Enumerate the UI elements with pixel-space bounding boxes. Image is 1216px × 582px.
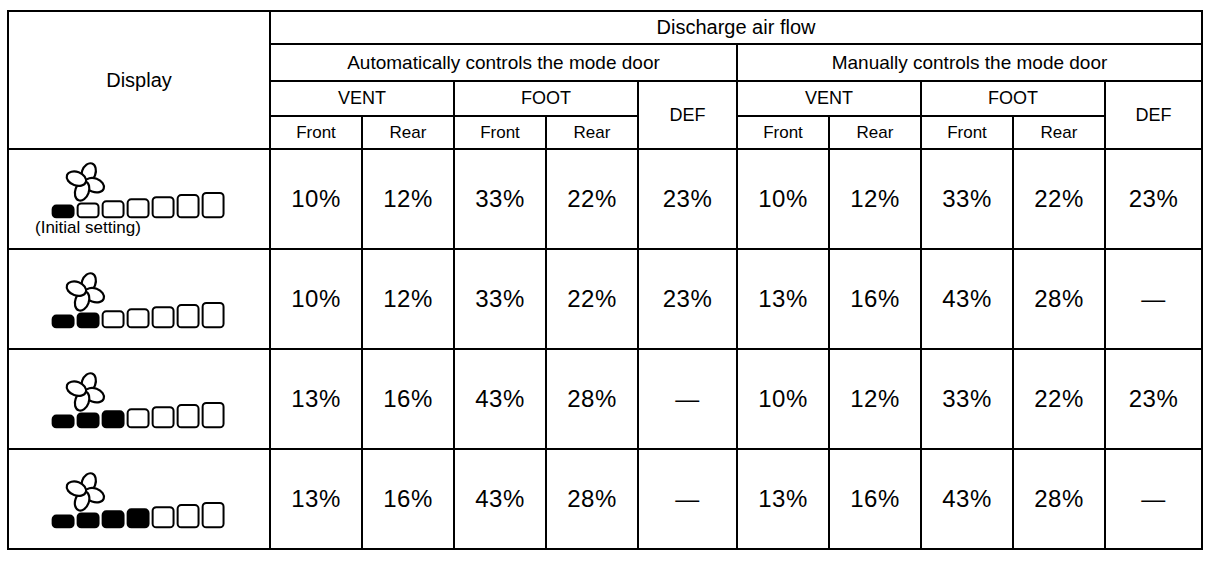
value-cell: 28%	[1013, 449, 1105, 549]
value-cell: 22%	[546, 249, 638, 349]
value-cell: 10%	[270, 249, 362, 349]
value-cell: 12%	[362, 249, 454, 349]
initial-setting-note: (Initial setting)	[35, 218, 141, 238]
value-cell: 33%	[454, 249, 546, 349]
value-cell: —	[638, 349, 737, 449]
value-cell: 43%	[921, 249, 1013, 349]
value-cell: —	[1105, 449, 1202, 549]
value-cell: 33%	[921, 349, 1013, 449]
fan-icon	[65, 371, 106, 412]
auto-def-header: DEF	[638, 81, 737, 149]
value-cell: 16%	[362, 349, 454, 449]
value-cell: 16%	[829, 249, 921, 349]
fan-speed-indicator	[49, 161, 249, 221]
table-title: Discharge air flow	[270, 11, 1202, 44]
auto-vent-header: VENT	[270, 81, 454, 116]
manual-vent-header: VENT	[737, 81, 921, 116]
auto-foot-header: FOOT	[454, 81, 638, 116]
value-cell: —	[638, 449, 737, 549]
value-cell: 13%	[737, 249, 829, 349]
value-cell: 10%	[737, 149, 829, 249]
value-cell: 23%	[638, 249, 737, 349]
value-cell: 12%	[829, 349, 921, 449]
value-cell: 28%	[1013, 249, 1105, 349]
value-cell: 22%	[1013, 149, 1105, 249]
display-column-header: Display	[8, 11, 270, 149]
manual-vent-rear-header: Rear	[829, 116, 921, 149]
manual-foot-front-header: Front	[921, 116, 1013, 149]
display-cell	[8, 449, 270, 549]
value-cell: —	[1105, 249, 1202, 349]
auto-foot-rear-header: Rear	[546, 116, 638, 149]
manual-section-header: Manually controls the mode door	[737, 44, 1202, 81]
fan-speed-indicator	[49, 271, 249, 331]
value-cell: 12%	[829, 149, 921, 249]
fan-speed-indicator	[49, 371, 249, 431]
value-cell: 13%	[270, 449, 362, 549]
discharge-air-flow-table: Display Discharge air flow Automatically…	[7, 10, 1203, 550]
value-cell: 16%	[362, 449, 454, 549]
fan-icon	[65, 471, 106, 512]
manual-foot-header: FOOT	[921, 81, 1105, 116]
table-row-fan-speed-4: 13% 16% 43% 28% — 13% 16% 43% 28% —	[8, 449, 1202, 549]
table-row-fan-speed-2: 10% 12% 33% 22% 23% 13% 16% 43% 28% —	[8, 249, 1202, 349]
value-cell: 16%	[829, 449, 921, 549]
value-cell: 33%	[454, 149, 546, 249]
display-cell	[8, 249, 270, 349]
fan-icon	[65, 161, 106, 202]
value-cell: 10%	[737, 349, 829, 449]
value-cell: 22%	[546, 149, 638, 249]
manual-vent-front-header: Front	[737, 116, 829, 149]
table-row-fan-speed-1: (Initial setting) 10% 12% 33% 22% 23% 10…	[8, 149, 1202, 249]
table-row-fan-speed-3: 13% 16% 43% 28% — 10% 12% 33% 22% 23%	[8, 349, 1202, 449]
value-cell: 23%	[638, 149, 737, 249]
value-cell: 10%	[270, 149, 362, 249]
auto-section-header: Automatically controls the mode door	[270, 44, 737, 81]
value-cell: 28%	[546, 449, 638, 549]
value-cell: 43%	[454, 349, 546, 449]
auto-foot-front-header: Front	[454, 116, 546, 149]
value-cell: 13%	[737, 449, 829, 549]
value-cell: 33%	[921, 149, 1013, 249]
value-cell: 43%	[921, 449, 1013, 549]
fan-speed-indicator	[49, 471, 249, 531]
auto-vent-front-header: Front	[270, 116, 362, 149]
value-cell: 43%	[454, 449, 546, 549]
auto-vent-rear-header: Rear	[362, 116, 454, 149]
value-cell: 22%	[1013, 349, 1105, 449]
value-cell: 23%	[1105, 149, 1202, 249]
manual-def-header: DEF	[1105, 81, 1202, 149]
display-cell: (Initial setting)	[8, 149, 270, 249]
value-cell: 13%	[270, 349, 362, 449]
manual-foot-rear-header: Rear	[1013, 116, 1105, 149]
value-cell: 23%	[1105, 349, 1202, 449]
value-cell: 12%	[362, 149, 454, 249]
fan-icon	[65, 271, 106, 312]
value-cell: 28%	[546, 349, 638, 449]
page: Display Discharge air flow Automatically…	[7, 10, 1203, 550]
display-cell	[8, 349, 270, 449]
